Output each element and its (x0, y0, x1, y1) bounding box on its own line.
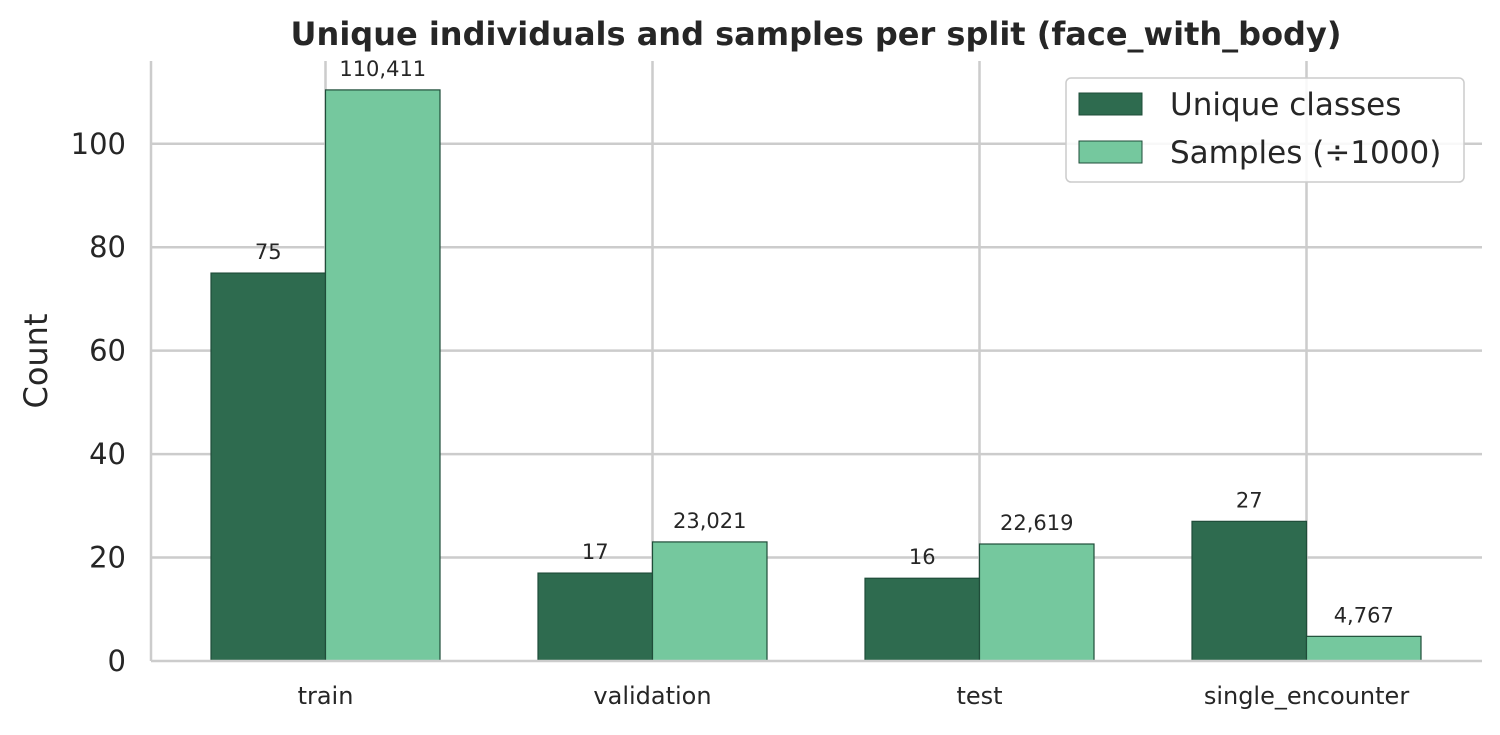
legend-swatch-samples (1078, 140, 1143, 164)
x-tick-label-test: test (956, 682, 1002, 710)
bar-unique-classes-validation (537, 572, 654, 662)
legend-swatch-unique-classes (1078, 92, 1143, 116)
legend-frame (1065, 77, 1465, 183)
y-tick-label: 0 (108, 644, 126, 678)
chart-title: Unique individuals and samples per split… (291, 15, 1342, 53)
y-axis-label: Count (17, 313, 55, 408)
bar-unique-classes-test (864, 577, 981, 662)
axes (149, 61, 1482, 663)
y-tick-label: 100 (71, 127, 126, 161)
bar-samples-1000-validation (651, 541, 768, 662)
data-label-unique-classes-test: 16 (909, 545, 936, 569)
x-tick-label-validation: validation (593, 682, 711, 710)
bar-samples-1000-train (324, 89, 441, 662)
y-tick-label: 80 (89, 230, 126, 264)
x-tick-label-single-encounter: single_encounter (1204, 682, 1410, 710)
data-label-samples-1000-test: 22,619 (1000, 511, 1073, 535)
legend-label-samples: Samples (÷1000) (1170, 135, 1441, 171)
bar-samples-1000-single-encounter (1305, 635, 1422, 662)
data-label-samples-1000-single-encounter: 4,767 (1334, 603, 1394, 627)
bar-unique-classes-single-encounter (1191, 520, 1308, 662)
bar-unique-classes-train (210, 272, 327, 662)
data-label-unique-classes-train: 75 (255, 240, 282, 264)
x-tick-label-train: train (298, 682, 354, 710)
bar-samples-1000-test (978, 543, 1095, 662)
legend-label-unique-classes: Unique classes (1170, 87, 1401, 123)
bars (210, 89, 1422, 662)
y-tick-label: 20 (89, 541, 126, 575)
data-label-samples-1000-validation: 23,021 (673, 509, 746, 533)
y-tick-label: 60 (89, 334, 126, 368)
y-tick-label: 40 (89, 437, 126, 471)
legend: Unique classes Samples (÷1000) (1065, 77, 1465, 183)
data-label-unique-classes-single-encounter: 27 (1236, 488, 1263, 512)
data-label-unique-classes-validation: 17 (582, 540, 609, 564)
data-label-samples-1000-train: 110,411 (339, 57, 426, 81)
tick-labels: 0 20 40 60 80 100 train validation test single_en… (71, 127, 1410, 710)
data-labels: 75 17 16 27 110,411 23,021 22,619 4,767 (255, 57, 1394, 627)
